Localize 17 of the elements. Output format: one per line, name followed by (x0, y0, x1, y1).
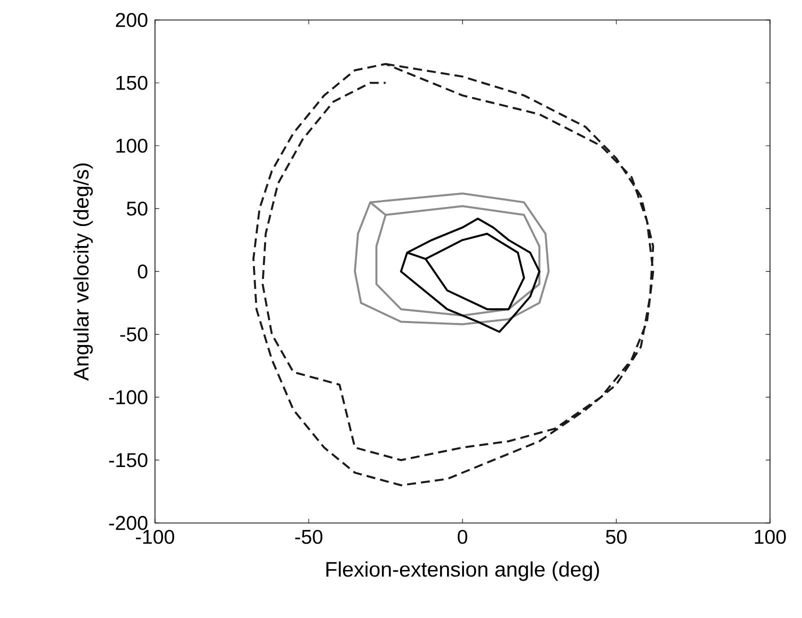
y-tick-label: 100 (116, 138, 148, 153)
x-tick-label: 0 (458, 530, 468, 544)
line-series (354, 192, 550, 326)
x-axis-title: Flexion-extension angle (deg) (326, 561, 599, 581)
y-tick-label: 0 (138, 264, 148, 279)
y-tick-label: -50 (120, 327, 148, 342)
y-tick-label: 150 (116, 76, 148, 90)
y-tick-label: -150 (109, 453, 148, 468)
y-tick-label: -200 (109, 516, 148, 530)
y-tick-label: 50 (126, 202, 148, 216)
x-tick-label: 100 (754, 530, 786, 544)
x-tick-label: 50 (606, 530, 627, 544)
x-tick-label: -100 (136, 530, 174, 544)
y-tick-label: 200 (116, 12, 148, 28)
x-tick-label: -50 (295, 530, 322, 544)
y-tick-label: -100 (109, 390, 148, 404)
y-axis-title: Angular velocity (deg/s) (73, 164, 93, 381)
